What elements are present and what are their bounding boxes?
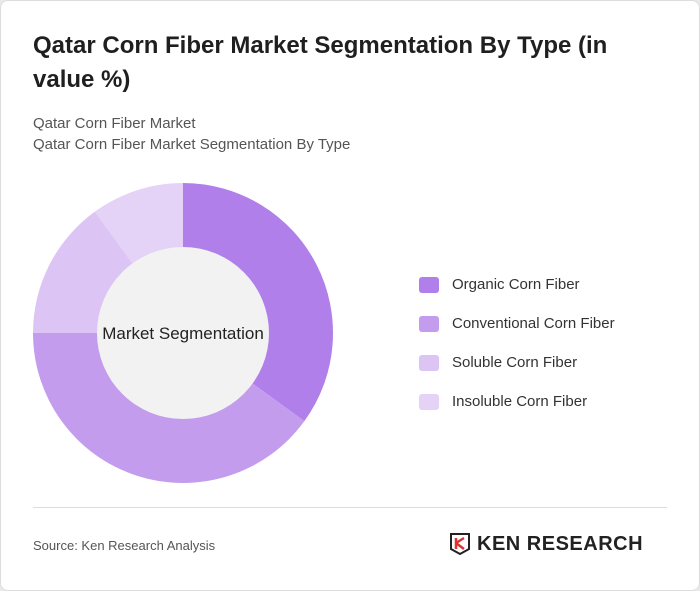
legend-swatch: [419, 315, 439, 332]
center-label: Market Segmentation: [102, 324, 264, 343]
legend-label: Soluble Corn Fiber: [452, 354, 578, 371]
legend-item: Conventional Corn Fiber: [419, 304, 615, 343]
legend-item: Organic Corn Fiber: [419, 265, 615, 304]
legend-item: Soluble Corn Fiber: [419, 343, 615, 382]
legend-label: Insoluble Corn Fiber: [452, 393, 588, 410]
legend-item: Insoluble Corn Fiber: [419, 382, 615, 421]
donut-hole: [97, 247, 269, 419]
divider: [33, 507, 667, 508]
donut-chart: Market Segmentation: [33, 183, 333, 483]
legend-swatch: [419, 276, 439, 293]
legend-label: Organic Corn Fiber: [452, 276, 580, 293]
logo-mark-icon: [450, 533, 470, 556]
subtitle-segmentation: Qatar Corn Fiber Market Segmentation By …: [33, 136, 351, 153]
legend-label: Conventional Corn Fiber: [452, 315, 615, 332]
source-note: Source: Ken Research Analysis: [33, 538, 216, 553]
legend: Organic Corn Fiber Conventional Corn Fibe…: [419, 265, 615, 421]
chart-title: Qatar Corn Fiber Market Segmentation By …: [33, 32, 608, 93]
ken-research-logo: KEN RESEARCH: [449, 532, 643, 556]
logo-text: KEN RESEARCH: [477, 532, 644, 555]
legend-swatch: [419, 393, 439, 410]
subtitle-market: Qatar Corn Fiber Market: [33, 115, 196, 132]
legend-swatch: [419, 354, 439, 371]
